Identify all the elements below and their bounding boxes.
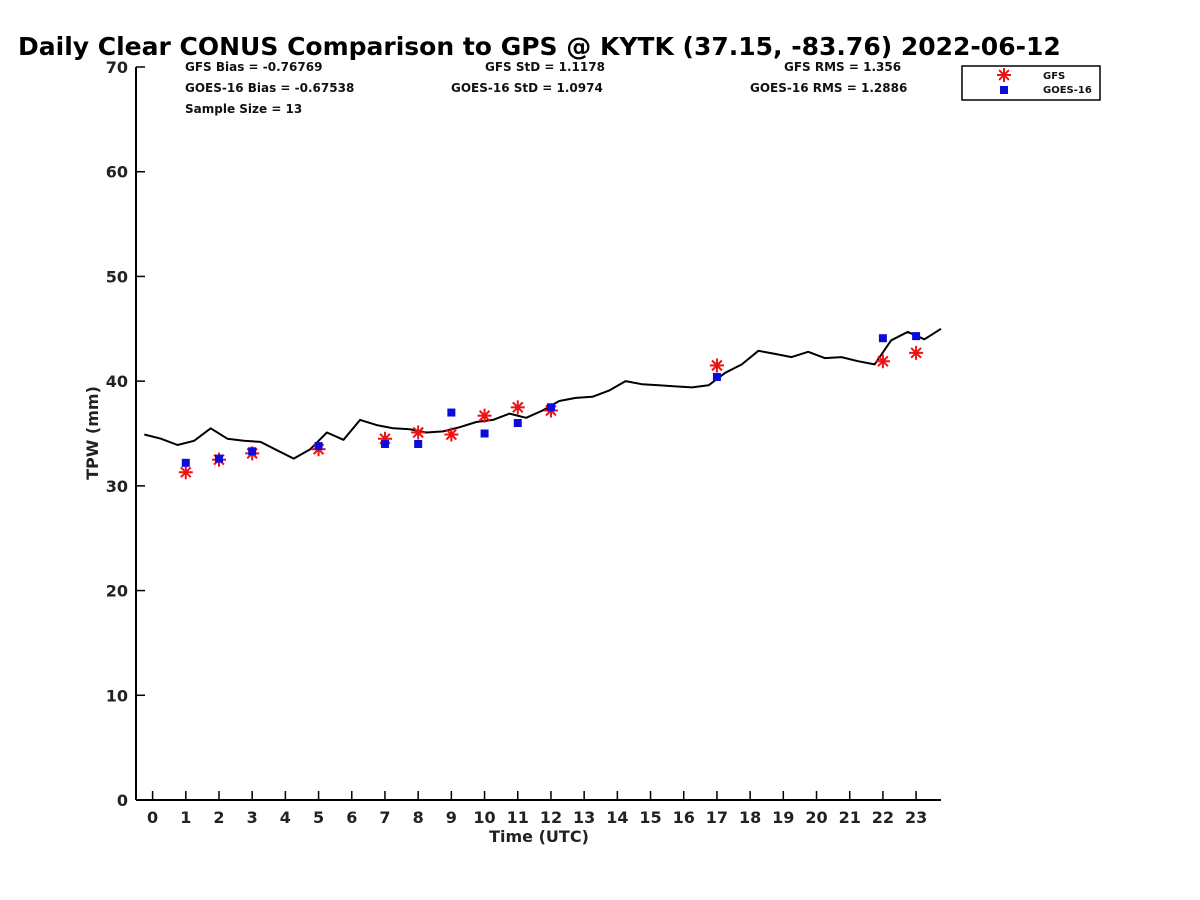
legend-goes-marker [1000,86,1008,94]
gfs-point [411,425,426,440]
goes-series-markers [181,332,921,467]
y-tick-label: 10 [106,686,128,705]
goes-point [712,372,721,381]
y-tick-label: 0 [117,791,128,810]
goes-point [181,458,190,467]
y-axis-label: TPW (mm) [83,386,102,480]
goes-point [248,447,257,456]
x-tick-label: 19 [772,808,794,827]
x-tick-label: 17 [706,808,728,827]
stat-goes-bias: GOES-16 Bias = -0.67538 [185,81,354,95]
legend-box [961,65,1101,101]
goes-point [480,429,489,438]
y-tick-label: 30 [106,477,128,496]
x-tick-label: 5 [313,808,324,827]
stat-gfs-bias: GFS Bias = -0.76769 [185,60,322,74]
gfs-point [444,427,459,442]
x-tick-label: 22 [872,808,894,827]
legend-goes-label: GOES-16 [1043,85,1092,96]
x-tick-label: 16 [673,808,695,827]
x-tick-label: 11 [507,808,529,827]
x-tick-label: 3 [247,808,258,827]
legend-goes-square [1000,86,1008,94]
x-tick-label: 0 [147,808,158,827]
gfs-point [178,465,193,480]
x-tick-label: 23 [905,808,927,827]
gps-series-line [144,327,942,460]
gps-line [144,327,942,460]
x-tick-label: 1 [180,808,191,827]
goes-point [513,419,522,428]
x-tick-label: 18 [739,808,761,827]
goes-point [546,403,555,412]
goes-point [414,439,423,448]
goes-point [380,439,389,448]
gfs-point [477,408,492,423]
goes-point [314,442,323,451]
x-tick-label: 10 [473,808,495,827]
stat-gfs-rms: GFS RMS = 1.356 [784,60,901,74]
x-tick-label: 15 [639,808,661,827]
goes-point [447,408,456,417]
stat-goes-std: GOES-16 StD = 1.0974 [451,81,603,95]
x-axis-label: Time (UTC) [489,827,589,846]
gfs-point [510,400,525,415]
x-tick-label: 20 [805,808,827,827]
x-tick-label: 9 [446,808,457,827]
stat-sample-size: Sample Size = 13 [185,102,302,116]
x-tick-label: 2 [213,808,224,827]
x-tick-label: 14 [606,808,628,827]
legend-gfs-label: GFS [1043,71,1065,82]
y-tick-label: 20 [106,582,128,601]
legend-gfs-marker [997,68,1011,82]
y-tick-label: 70 [106,58,128,77]
goes-point [878,334,887,343]
y-tick-label: 50 [106,267,128,286]
goes-point [912,332,921,341]
legend-gfs-asterisk [997,68,1011,82]
y-tick-label: 40 [106,372,128,391]
x-tick-label: 4 [280,808,291,827]
gfs-point [709,358,724,373]
chart-legend: GFS GOES-16 [961,65,1101,101]
gfs-series-markers [178,345,924,480]
x-tick-label: 13 [573,808,595,827]
x-tick-label: 8 [413,808,424,827]
y-tick-label: 60 [106,163,128,182]
gfs-point [909,345,924,360]
stat-goes-rms: GOES-16 RMS = 1.2886 [750,81,907,95]
x-tick-label: 12 [540,808,562,827]
chart-title: Daily Clear CONUS Comparison to GPS @ KY… [18,32,1061,61]
gfs-point [875,354,890,369]
x-tick-label: 6 [346,808,357,827]
stat-gfs-std: GFS StD = 1.1178 [485,60,605,74]
x-tick-label: 21 [839,808,861,827]
x-tick-label: 7 [379,808,390,827]
goes-point [214,454,223,463]
